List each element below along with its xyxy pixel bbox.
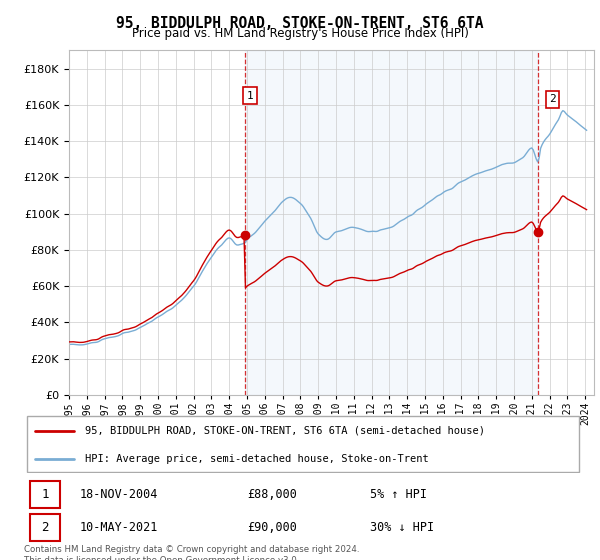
- Text: £88,000: £88,000: [247, 488, 297, 501]
- Text: 1: 1: [41, 488, 49, 501]
- Text: Contains HM Land Registry data © Crown copyright and database right 2024.
This d: Contains HM Land Registry data © Crown c…: [24, 545, 359, 560]
- FancyBboxPatch shape: [29, 480, 60, 508]
- Text: 5% ↑ HPI: 5% ↑ HPI: [370, 488, 427, 501]
- Text: 1: 1: [247, 91, 254, 101]
- FancyBboxPatch shape: [27, 416, 579, 472]
- Text: 10-MAY-2021: 10-MAY-2021: [80, 521, 158, 534]
- Text: 2: 2: [41, 521, 49, 534]
- FancyBboxPatch shape: [29, 514, 60, 542]
- Text: HPI: Average price, semi-detached house, Stoke-on-Trent: HPI: Average price, semi-detached house,…: [85, 454, 429, 464]
- Bar: [245, 50, 538, 395]
- Text: 95, BIDDULPH ROAD, STOKE-ON-TRENT, ST6 6TA: 95, BIDDULPH ROAD, STOKE-ON-TRENT, ST6 6…: [116, 16, 484, 31]
- Text: £90,000: £90,000: [247, 521, 297, 534]
- Text: 95, BIDDULPH ROAD, STOKE-ON-TRENT, ST6 6TA (semi-detached house): 95, BIDDULPH ROAD, STOKE-ON-TRENT, ST6 6…: [85, 426, 485, 436]
- Text: 30% ↓ HPI: 30% ↓ HPI: [370, 521, 434, 534]
- Text: Price paid vs. HM Land Registry's House Price Index (HPI): Price paid vs. HM Land Registry's House …: [131, 27, 469, 40]
- Text: 18-NOV-2004: 18-NOV-2004: [80, 488, 158, 501]
- Text: 2: 2: [549, 94, 556, 104]
